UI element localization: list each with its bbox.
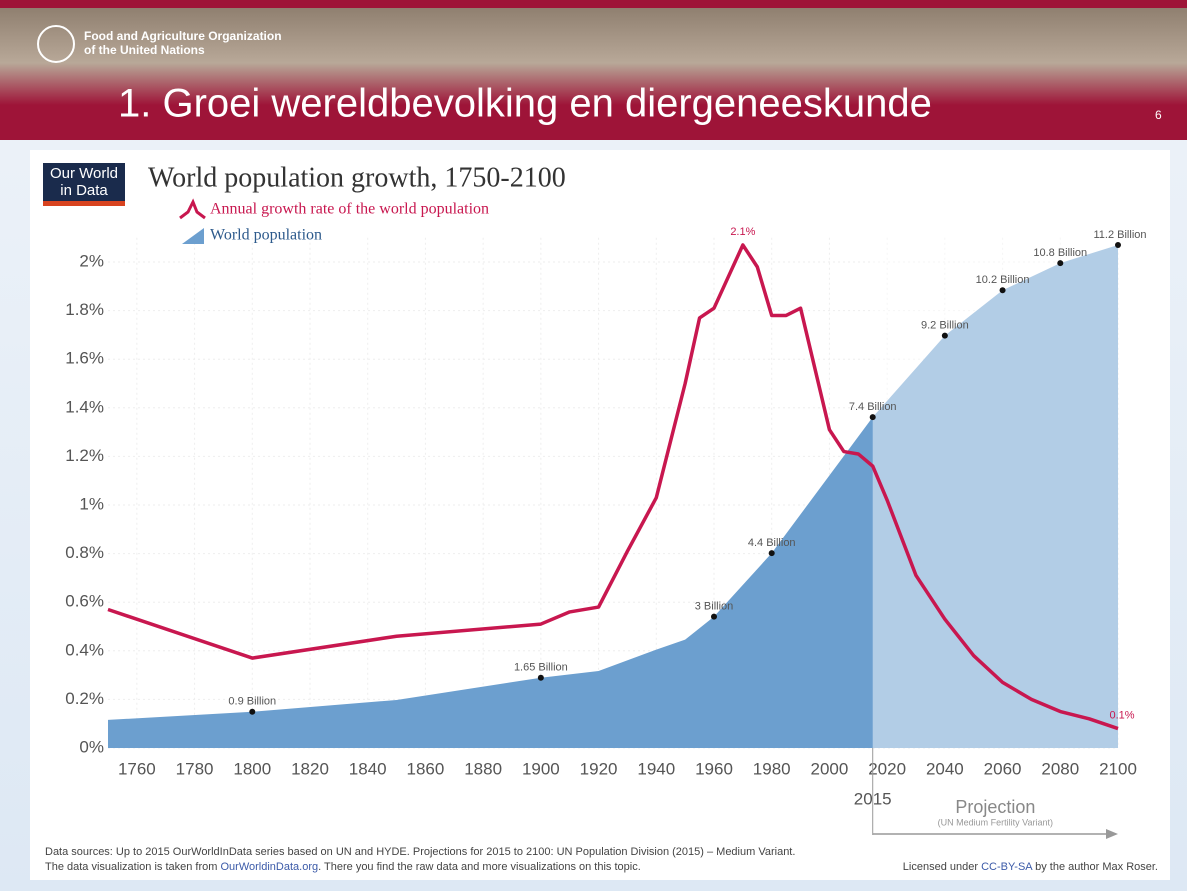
footer-sources: Data sources: Up to 2015 OurWorldInData … [45, 846, 795, 858]
x-tick-label: 1780 [176, 759, 214, 778]
population-point [537, 674, 544, 681]
x-tick-label: 1840 [349, 759, 387, 778]
x-tick-label: 1960 [695, 759, 733, 778]
x-tick-label: 1860 [407, 759, 445, 778]
projection-label: Projection [955, 797, 1035, 817]
population-point [768, 550, 775, 557]
logo-text: in Data [60, 182, 108, 199]
population-point [249, 708, 256, 715]
x-tick-label: 1880 [464, 759, 502, 778]
org-name: Food and Agriculture Organization [84, 29, 282, 43]
footer-text: . There you find the raw data and more v… [318, 861, 641, 873]
population-point [1115, 241, 1121, 248]
footer-viz: The data visualization is taken from Our… [45, 861, 641, 873]
y-tick-label: 1% [79, 494, 104, 513]
x-tick-label: 1800 [233, 759, 271, 778]
y-tick-label: 0.2% [65, 689, 104, 708]
growth-label: 2.1% [730, 226, 755, 238]
population-label: 0.9 Billion [228, 696, 276, 708]
footer-license: Licensed under CC-BY-SA by the author Ma… [903, 861, 1158, 873]
y-tick-label: 0.4% [65, 640, 104, 659]
population-label: 3 Billion [695, 600, 734, 612]
footer-text: Licensed under [903, 861, 979, 873]
legend-label: World population [210, 227, 322, 244]
x-tick-label: 1900 [522, 759, 560, 778]
slide-title: 1. Groei wereldbevolking en diergeneesku… [118, 82, 932, 126]
x-tick-label: 2100 [1099, 759, 1137, 778]
population-point [1057, 260, 1064, 267]
projection-shade [872, 237, 1118, 748]
header-top-line [0, 0, 1187, 8]
projection-year: 2015 [854, 789, 892, 808]
page-number: 6 [1155, 108, 1162, 122]
y-tick-label: 0% [79, 737, 104, 756]
footer-text: The data visualization is taken from [45, 861, 217, 873]
x-tick-label: 2040 [926, 759, 964, 778]
projection-arrowhead [1106, 829, 1118, 839]
fao-logo [37, 25, 75, 63]
x-tick-label: 2000 [811, 759, 849, 778]
header-band [0, 0, 1187, 140]
owid-logo [43, 163, 125, 201]
population-label: 7.4 Billion [849, 401, 897, 413]
y-tick-label: 2% [79, 251, 104, 270]
population-point [999, 287, 1006, 294]
y-tick-label: 1.8% [65, 300, 104, 319]
owid-logo-bar [43, 201, 125, 206]
legend-label: Annual growth rate of the world populati… [210, 201, 489, 218]
x-tick-label: 2080 [1041, 759, 1079, 778]
population-point [941, 332, 948, 339]
population-label: 1.65 Billion [514, 662, 568, 674]
y-tick-label: 0.8% [65, 543, 104, 562]
projection-note: (UN Medium Fertility Variant) [938, 817, 1053, 827]
population-label: 10.8 Billion [1033, 247, 1087, 259]
growth-label: 0.1% [1109, 709, 1134, 721]
population-area [108, 244, 1118, 748]
org-name: of the United Nations [84, 43, 205, 57]
legend-icon [182, 228, 204, 244]
license-link[interactable]: CC-BY-SA [981, 861, 1033, 873]
population-label: 9.2 Billion [921, 319, 969, 331]
legend-icon [179, 198, 206, 220]
footer-link[interactable]: OurWorldinData.org [220, 861, 318, 873]
population-point [869, 414, 876, 421]
population-label: 11.2 Billion [1094, 229, 1147, 241]
chart-title: World population growth, 1750-2100 [148, 162, 566, 193]
y-tick-label: 1.6% [65, 349, 104, 368]
y-tick-label: 1.4% [65, 397, 104, 416]
growth-line [107, 243, 1119, 731]
y-tick-label: 0.6% [65, 592, 104, 611]
x-tick-label: 2020 [868, 759, 906, 778]
x-tick-label: 2060 [984, 759, 1022, 778]
logo-text: Our World [50, 165, 118, 182]
x-tick-label: 1760 [118, 759, 156, 778]
footer-text: by the author Max Roser. [1035, 861, 1158, 873]
population-point [711, 613, 717, 620]
y-tick-label: 1.2% [65, 446, 104, 465]
population-label: 4.4 Billion [748, 537, 796, 549]
x-tick-label: 1820 [291, 759, 329, 778]
x-tick-label: 1920 [580, 759, 618, 778]
x-tick-label: 1940 [637, 759, 675, 778]
x-tick-label: 1980 [753, 759, 791, 778]
population-label: 10.2 Billion [976, 274, 1030, 286]
